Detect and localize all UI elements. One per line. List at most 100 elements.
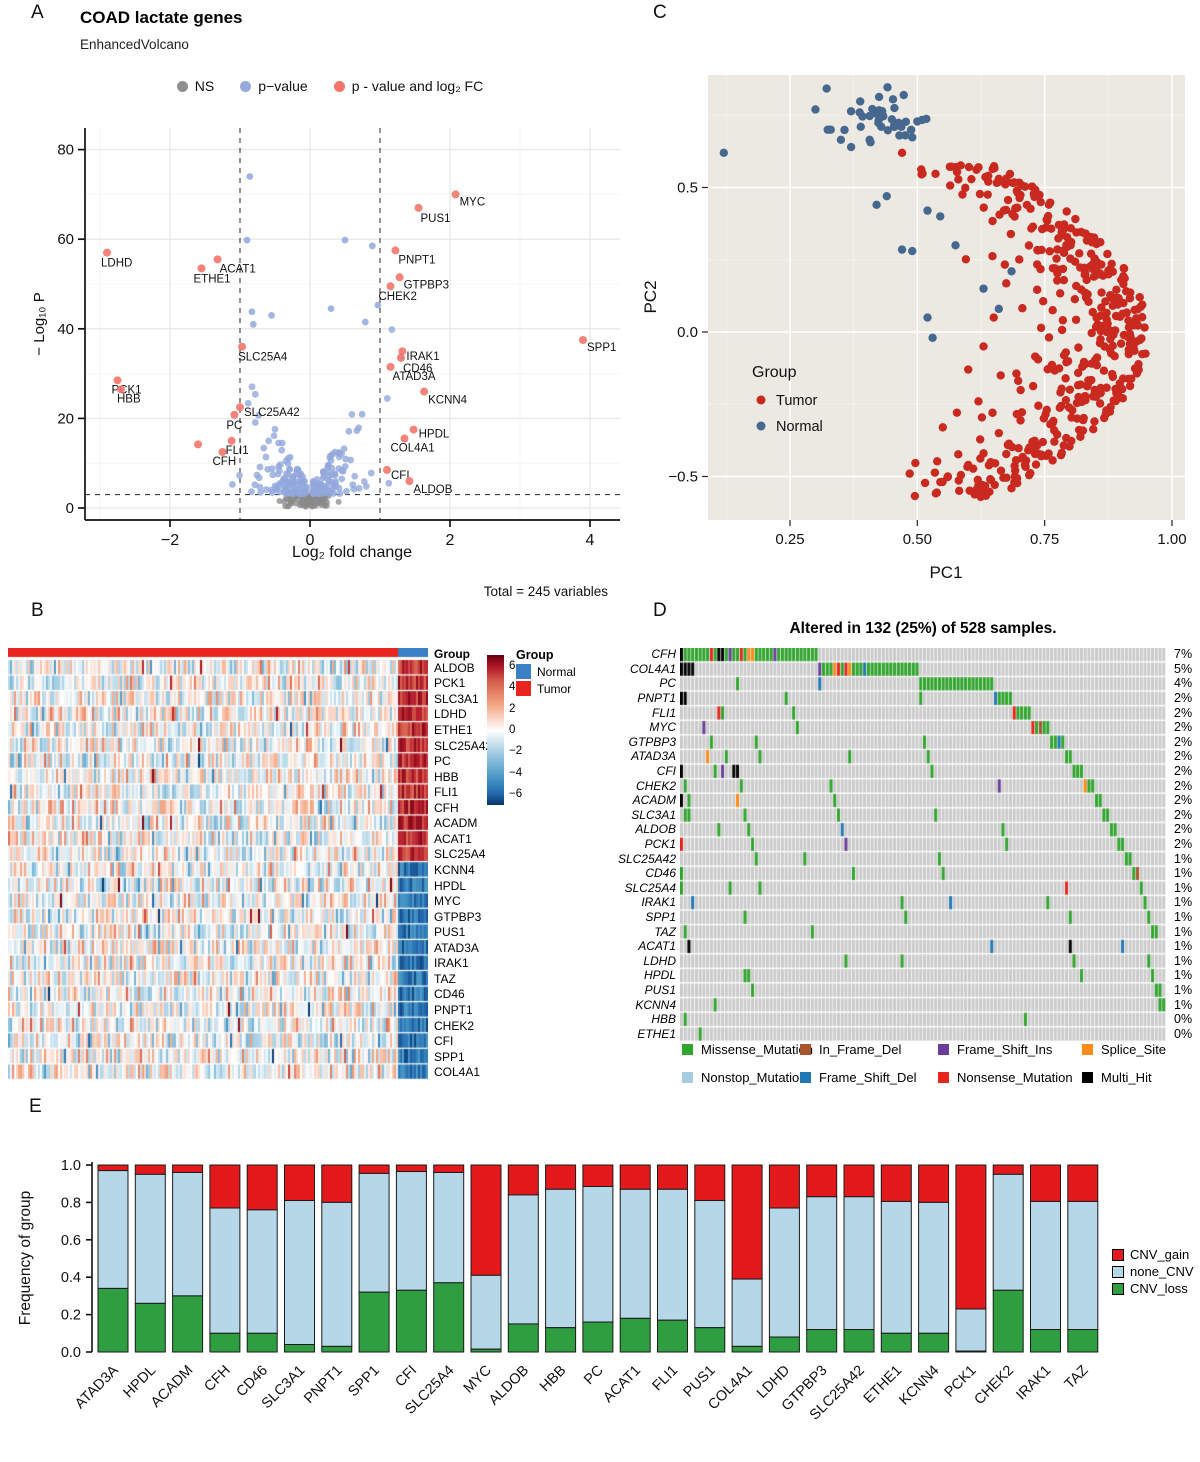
volcano-title: COAD lactate genes bbox=[80, 8, 243, 27]
heatmap-row-label-PCK1: PCK1 bbox=[434, 676, 466, 691]
gene-point-FLI1 bbox=[227, 436, 236, 445]
legend-swatch-icon bbox=[1082, 1044, 1093, 1055]
svg-text:ATAD3A: ATAD3A bbox=[72, 1362, 122, 1412]
gene-point-SLC25A42 bbox=[236, 403, 244, 412]
legend-swatch-icon bbox=[800, 1044, 811, 1055]
gene-label-SLC25A4: SLC25A4 bbox=[238, 352, 288, 364]
gene-point-CD46 bbox=[397, 353, 405, 362]
colorbar-tick--4: −4 bbox=[509, 766, 523, 779]
svg-text:0.25: 0.25 bbox=[775, 531, 804, 548]
heatmap-row-label-ACADM: ACADM bbox=[434, 816, 478, 831]
legend-label: Nonsense_Mutation bbox=[957, 1070, 1073, 1085]
svg-text:0.8: 0.8 bbox=[61, 1195, 81, 1211]
volcano-legend-item-1: p−value bbox=[240, 78, 308, 94]
oncoprint-pct-PCK1: 2% bbox=[1174, 837, 1193, 851]
svg-text:2: 2 bbox=[446, 532, 455, 549]
oncoprint-legend-In_Frame_Del: In_Frame_Del bbox=[800, 1042, 901, 1057]
legend-dot-icon bbox=[176, 80, 188, 92]
oncoprint-pct-ETHE1: 0% bbox=[1174, 1026, 1193, 1041]
heatmap-row-label-HPDL: HPDL bbox=[434, 878, 467, 893]
svg-text:Log₂ fold change: Log₂ fold change bbox=[292, 544, 412, 561]
colorbar-tick-4: 4 bbox=[509, 681, 516, 694]
oncoprint-pct-ATAD3A: 2% bbox=[1174, 749, 1193, 764]
gene-point-CHEK2 bbox=[386, 282, 395, 291]
svg-text:−2: −2 bbox=[161, 532, 179, 549]
oncoprint-pct-SLC3A1: 2% bbox=[1174, 807, 1193, 822]
heatmap-row-label-LDHD: LDHD bbox=[434, 707, 467, 722]
gene-label-SLC25A42: SLC25A42 bbox=[244, 407, 300, 419]
heatmap-row-label-PNPT1: PNPT1 bbox=[434, 1003, 473, 1017]
heatmap-legend-title: Group bbox=[516, 648, 554, 662]
svg-text:−0.5: −0.5 bbox=[668, 469, 698, 486]
oncoprint-gene-TAZ: TAZ bbox=[654, 924, 676, 939]
oncoprint-pct-SLC25A42: 1% bbox=[1174, 851, 1193, 866]
colorbar-tick-0: 0 bbox=[509, 724, 516, 736]
gene-label-ACAT1: ACAT1 bbox=[220, 263, 256, 275]
oncoprint-gene-LDHD: LDHD bbox=[643, 953, 676, 968]
heatmap-row-label-KCNN4: KCNN4 bbox=[434, 863, 475, 877]
heatmap-row-label-CFI: CFI bbox=[434, 1034, 454, 1049]
legend-swatch-icon bbox=[1112, 1248, 1124, 1261]
legend-label: Normal bbox=[537, 664, 576, 679]
gene-label-SPP1: SPP1 bbox=[587, 342, 616, 354]
gene-label-ETHE1: ETHE1 bbox=[194, 273, 231, 285]
oncoprint-gene-SPP1: SPP1 bbox=[645, 909, 676, 924]
legend-swatch-icon bbox=[516, 664, 531, 679]
svg-text:0.2: 0.2 bbox=[61, 1308, 81, 1324]
oncoprint-gene-IRAK1: IRAK1 bbox=[641, 895, 676, 910]
volcano-total-note: Total = 245 variables bbox=[483, 584, 608, 599]
svg-text:MYC: MYC bbox=[461, 1363, 495, 1397]
oncoprint-gene-ACADM: ACADM bbox=[632, 793, 676, 808]
gene-point-CFH bbox=[218, 448, 227, 456]
oncoprint-gene-ALDOB: ALDOB bbox=[635, 822, 676, 837]
gene-point-PUS1 bbox=[414, 203, 423, 212]
gene-point-HPDL bbox=[409, 425, 418, 434]
heatmap-row-label-TAZ: TAZ bbox=[434, 971, 456, 986]
svg-text:40: 40 bbox=[57, 321, 74, 338]
oncoprint-pct-HPDL: 1% bbox=[1174, 968, 1193, 983]
oncoprint-gene-PCK1: PCK1 bbox=[644, 837, 676, 851]
heatmap-row-label-COL4A1: COL4A1 bbox=[434, 1065, 481, 1080]
oncoprint-pct-CFH: 7% bbox=[1174, 647, 1193, 662]
svg-text:0.5: 0.5 bbox=[677, 180, 698, 197]
legend-label: Splice_Site bbox=[1101, 1042, 1167, 1057]
gene-point-IRAK1 bbox=[398, 347, 407, 356]
gene-point-MYC bbox=[451, 190, 460, 199]
heatmap-row-label-ALDOB: ALDOB bbox=[434, 660, 475, 675]
svg-text:1.0: 1.0 bbox=[61, 1158, 81, 1174]
gene-point-ATAD3A bbox=[386, 362, 395, 371]
heatmap-row-label-ATAD3A: ATAD3A bbox=[434, 940, 479, 955]
legend-label: p−value bbox=[258, 78, 308, 94]
expression-heatmap bbox=[8, 648, 428, 1080]
svg-text:Group: Group bbox=[752, 364, 797, 381]
oncoprint-gene-FLI1: FLI1 bbox=[651, 705, 676, 720]
oncoprint-pct-TAZ: 1% bbox=[1174, 924, 1193, 939]
gene-label-MYC: MYC bbox=[460, 196, 486, 208]
heatmap-row-label-PUS1: PUS1 bbox=[434, 925, 466, 940]
svg-text:PNPT1: PNPT1 bbox=[301, 1363, 345, 1407]
cnv-legend-CNV_loss: CNV_loss bbox=[1112, 1281, 1188, 1296]
gene-label-HBB: HBB bbox=[117, 393, 141, 405]
colorbar-tick-2: 2 bbox=[509, 702, 516, 715]
gene-label-CFI: CFI bbox=[391, 470, 410, 482]
oncoprint-pct-ACAT1: 1% bbox=[1174, 939, 1193, 954]
cnv-legend-none_CNV: none_CNV bbox=[1112, 1264, 1194, 1279]
heatmap-row-label-CD46: CD46 bbox=[434, 987, 465, 1002]
volcano-legend: NS p−value p - value and log₂ FC bbox=[80, 78, 580, 94]
svg-text:CFI: CFI bbox=[392, 1363, 420, 1391]
svg-text:− Log₁₀ P: − Log₁₀ P bbox=[31, 292, 48, 355]
oncoprint-gene-ATAD3A: ATAD3A bbox=[631, 749, 676, 764]
gene-point-ACAT1 bbox=[213, 255, 222, 264]
oncoprint-gene-ACAT1: ACAT1 bbox=[638, 939, 676, 954]
oncoprint-pct-GTPBP3: 2% bbox=[1174, 734, 1193, 749]
gene-label-PUS1: PUS1 bbox=[421, 213, 451, 225]
oncoprint-pct-PNPT1: 2% bbox=[1174, 691, 1193, 706]
heatmap-row-label-HBB: HBB bbox=[434, 769, 459, 784]
svg-text:HBB: HBB bbox=[537, 1363, 569, 1395]
legend-swatch-icon bbox=[1112, 1282, 1124, 1295]
svg-text:SPP1: SPP1 bbox=[345, 1363, 383, 1401]
gene-point-PCK1 bbox=[113, 376, 122, 385]
svg-text:4: 4 bbox=[586, 532, 595, 549]
oncoprint-gene-GTPBP3: GTPBP3 bbox=[628, 734, 676, 749]
